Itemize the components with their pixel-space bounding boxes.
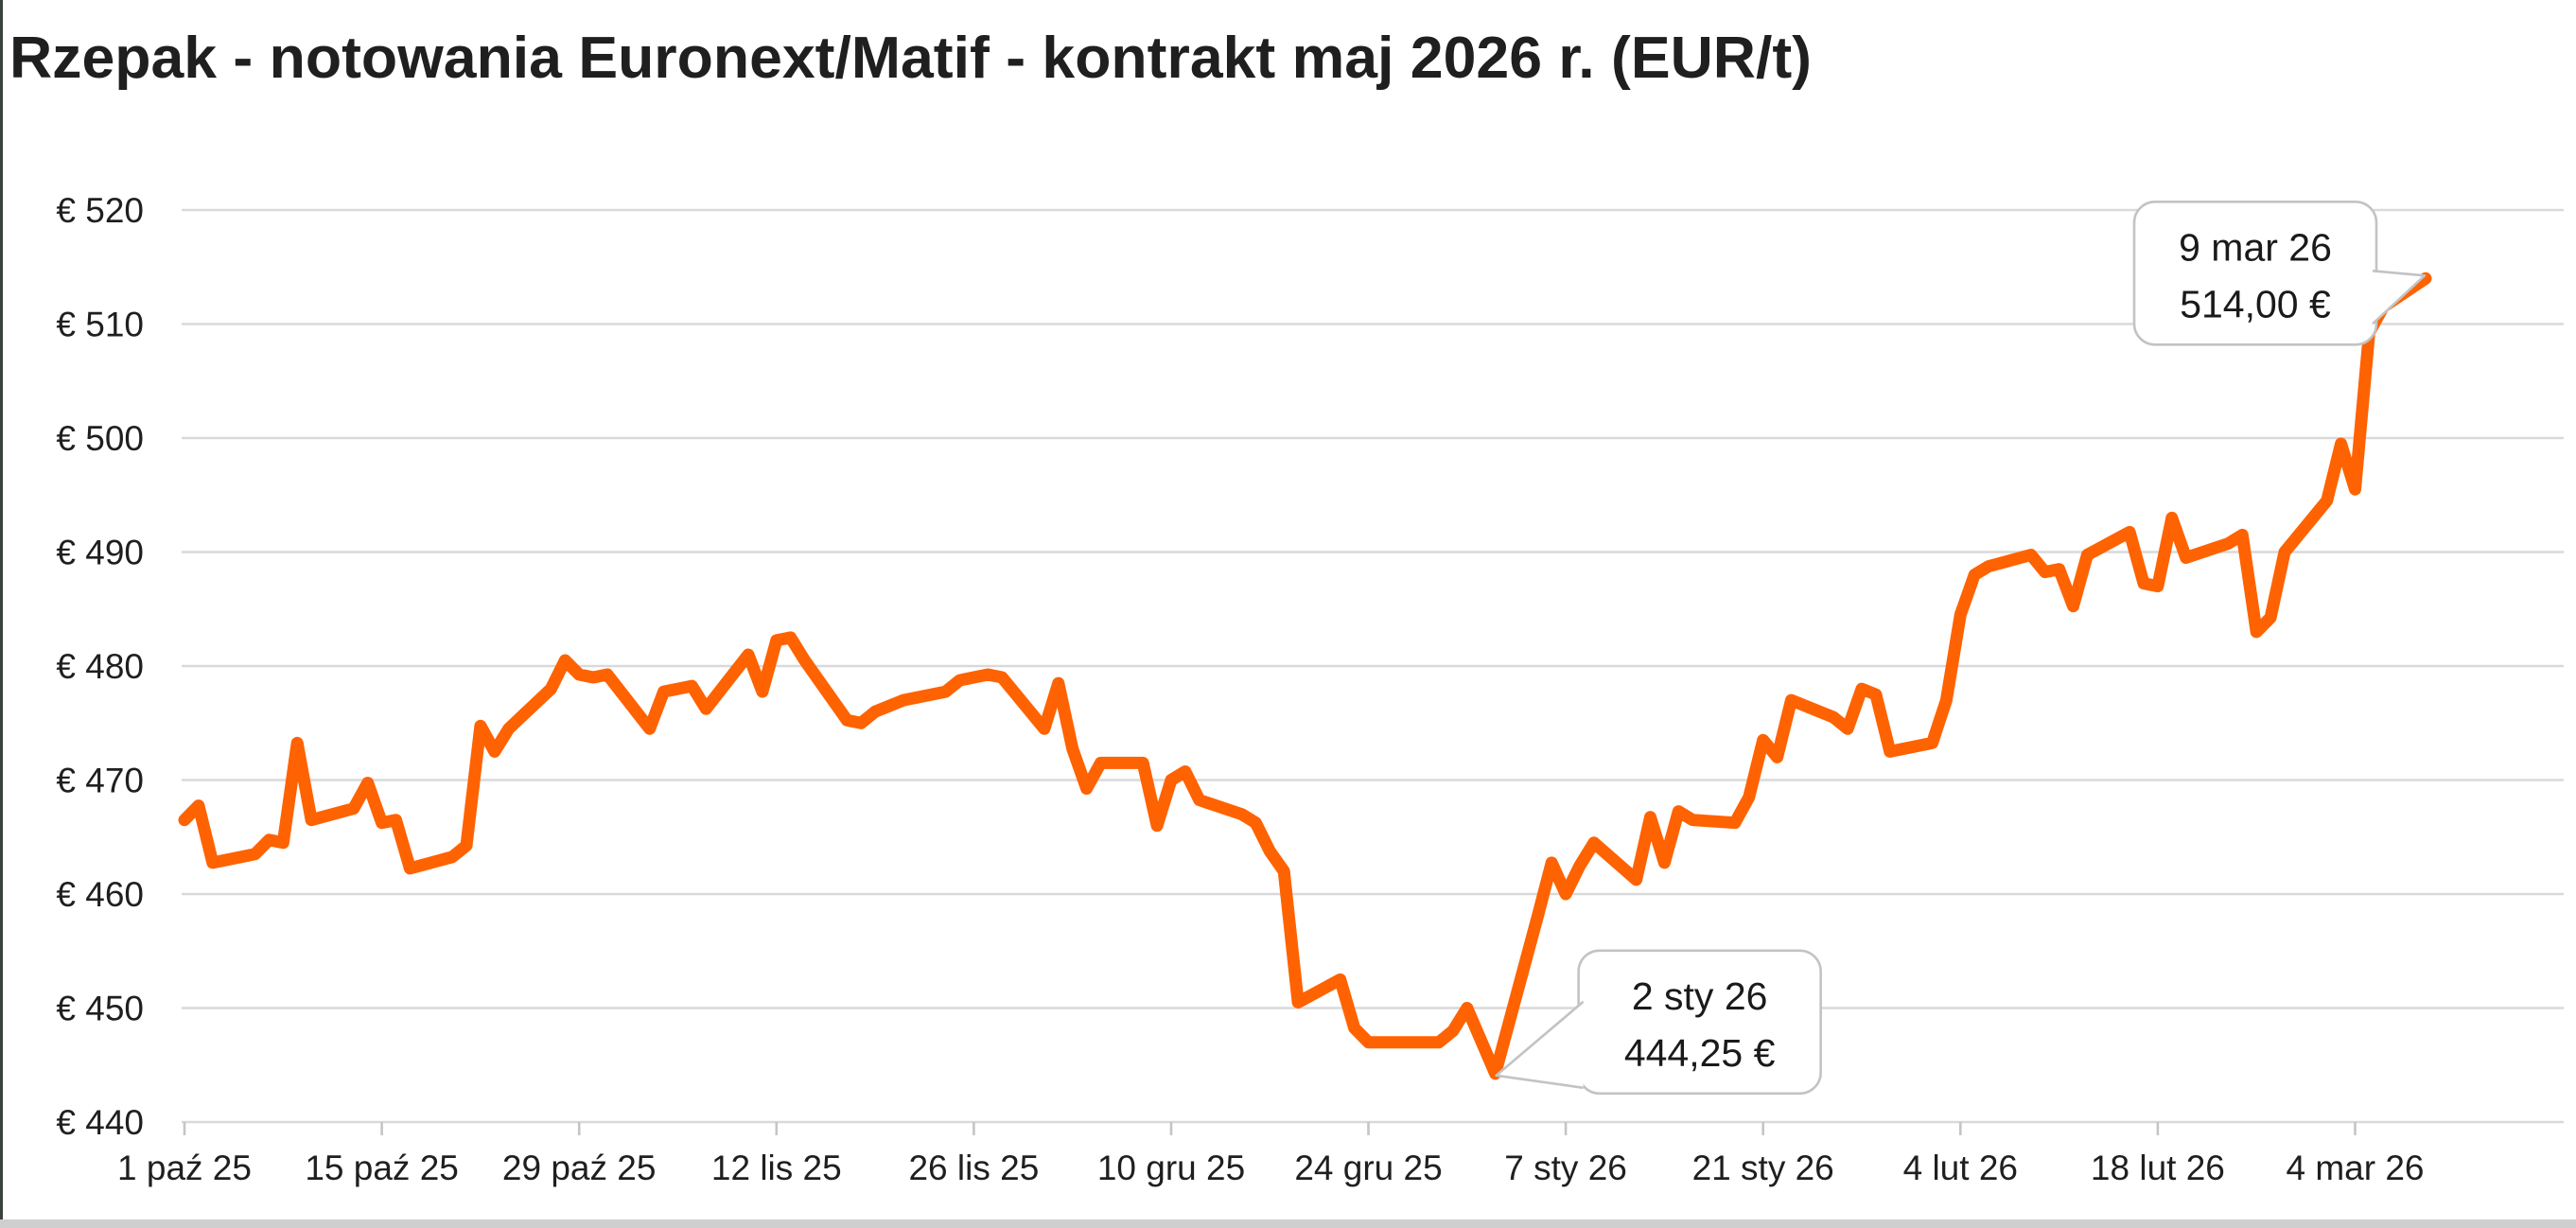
x-tick-label: 24 gru 25 [1294,1149,1442,1187]
chart-title: Rzepak - notowania Euronext/Matif - kont… [9,26,1812,91]
x-tick-label: 12 lis 25 [711,1149,842,1187]
annotation-value: 444,25 € [1624,1031,1776,1075]
y-tick-label: € 510 [56,306,144,344]
annotation-date: 2 sty 26 [1632,974,1768,1018]
window-edge-bottom [0,1219,2576,1228]
annotation-value: 514,00 € [2180,282,2331,325]
y-tick-label: € 470 [56,762,144,800]
y-tick-label: € 520 [56,191,144,230]
y-tick-label: € 450 [56,990,144,1028]
annotation-pointer [1496,1001,1584,1088]
x-tick-label: 29 paź 25 [502,1149,657,1187]
x-tick-label: 15 paź 25 [305,1149,459,1187]
x-tick-label: 10 gru 25 [1097,1149,1245,1187]
annotation-callout: 2 sty 26 444,25 € [1495,949,1822,1096]
annotation-pointer-edge [1495,1000,1585,1090]
x-tick-label: 4 mar 26 [2286,1149,2424,1187]
annotation-callout: 9 mar 26 514,00 € [2132,201,2427,346]
price-line-series [178,272,2432,1080]
y-tick-label: € 490 [56,534,144,572]
gridlines [182,208,2564,1124]
y-tick-label: € 480 [56,647,144,686]
x-tick-label: 7 sty 26 [1504,1149,1627,1187]
annotation-pointer-edge [2372,270,2427,325]
x-tick-label: 18 lut 26 [2091,1149,2225,1187]
x-tick-label: 1 paź 25 [117,1149,252,1187]
x-tick-label: 26 lis 25 [908,1149,1039,1187]
x-axis: 1 paź 25 15 paź 25 29 paź 25 12 lis 25 26 li… [117,1122,2425,1187]
annotation-date: 9 mar 26 [2179,225,2332,269]
window-edge-left [0,0,3,1228]
x-tick-label: 21 sty 26 [1692,1149,1834,1187]
y-tick-label: € 500 [56,419,144,458]
y-tick-label: € 460 [56,875,144,914]
y-tick-label: € 440 [56,1103,144,1142]
x-tick-label: 4 lut 26 [1903,1149,2018,1187]
annotation-callouts: 9 mar 26 514,00 € 2 sty 26 444,25 € [1495,201,2427,1096]
y-axis-labels: € 440 € 450 € 460 € 470 € 480 € 490 € 500 € 510… [56,191,144,1142]
